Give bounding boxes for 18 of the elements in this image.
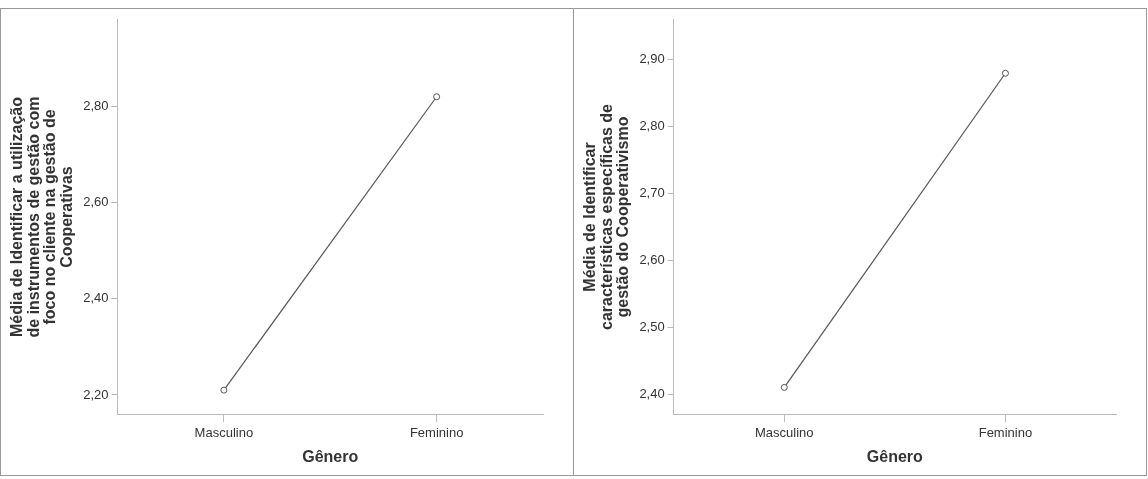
x-tick-label: Masculino — [755, 424, 814, 440]
y-tick-label: 2,20 — [83, 386, 109, 402]
y-tick-label: 2,90 — [639, 51, 665, 67]
y-tick-label: 2,80 — [83, 97, 109, 113]
y-tick-label: 2,50 — [639, 318, 665, 334]
x-tick-label: Masculino — [194, 424, 254, 440]
y-axis-title: Média de Identificar características específicas de gestão do Cooperativismo — [580, 103, 632, 330]
y-tick-label: 2,40 — [83, 290, 109, 306]
x-axis-title: Gênero — [302, 447, 359, 465]
x-tick-label: Feminino — [409, 424, 464, 440]
y-tick-label: 2,60 — [639, 252, 665, 268]
x-tick-label: Feminino — [978, 424, 1033, 440]
y-tick-label: 2,70 — [639, 185, 665, 201]
y-tick-label: 2,60 — [83, 194, 109, 210]
x-axis-title: Gênero — [866, 447, 924, 465]
y-tick-label: 2,40 — [639, 385, 665, 401]
y-tick-label: 2,80 — [639, 118, 665, 134]
y-axis-title: Média de Identificar a utilização de instrumentos de gestão com foco no cliente na gestão de Cooperativas — [7, 96, 76, 338]
